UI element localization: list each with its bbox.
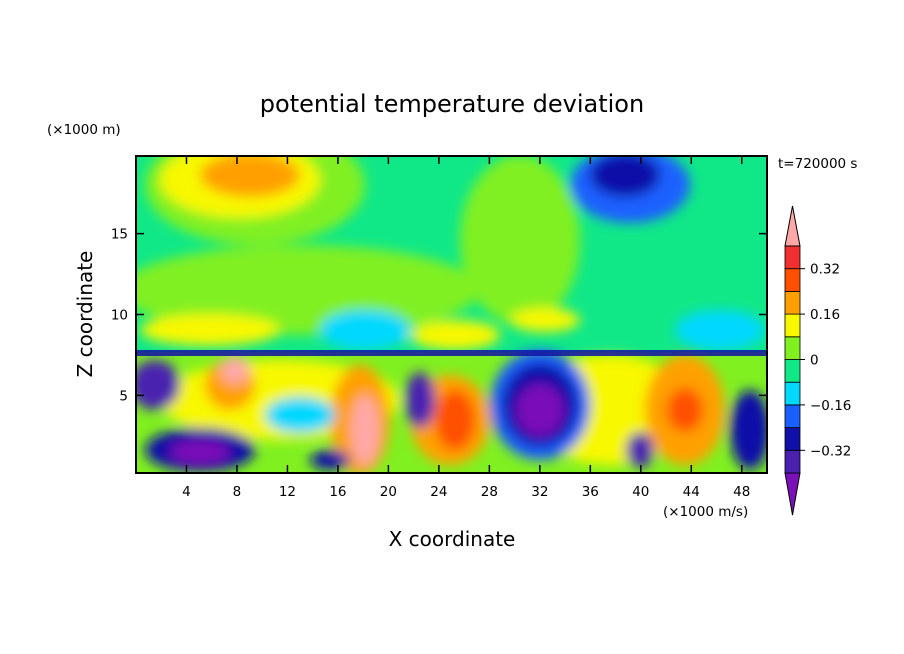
x-units-label: (×1000 m/s) <box>663 504 748 520</box>
colorbar-tick-label: 0 <box>810 353 819 369</box>
colorbar-segment <box>784 313 801 338</box>
colorbar-extend-high <box>784 205 801 247</box>
warm-anomaly-upper-left-peak <box>200 156 300 197</box>
x-tick-label: 16 <box>329 484 346 500</box>
x-tick-label: 32 <box>531 484 548 500</box>
mid-yellow-patch-1 <box>140 314 280 346</box>
y-tick-label: 10 <box>111 308 128 324</box>
cold-core-left-3 <box>136 360 180 410</box>
mid-cyan-patch-1 <box>320 310 410 350</box>
upper-field <box>136 156 765 350</box>
lower-red-2 <box>435 390 475 450</box>
colorbar-segment <box>784 268 801 292</box>
x-tick-label: 48 <box>733 484 750 500</box>
cold-patch-right-2 <box>626 432 654 468</box>
lower-pink-1 <box>351 395 379 465</box>
colorbar-tick-label: 0.16 <box>810 307 840 323</box>
colorbar-segment <box>784 449 801 474</box>
warm-patch-left-2 <box>221 356 249 384</box>
y-tick-label: 15 <box>111 227 128 243</box>
cold-core-left-2 <box>170 440 230 464</box>
mid-yellow-patch-2 <box>410 320 500 350</box>
cold-core-center-3 <box>516 384 564 436</box>
x-tick-label: 36 <box>582 484 599 500</box>
x-tick-label: 8 <box>233 484 242 500</box>
cold-anomaly-upper-right-core <box>590 156 660 197</box>
upper-green-band <box>136 245 480 335</box>
colorbar: 0.32 0.16 0 −0.16 −0.32 <box>784 205 851 516</box>
mid-yellow-patch-3 <box>510 308 580 332</box>
plot-area <box>136 156 767 473</box>
cold-patch-left-low <box>310 450 350 470</box>
colorbar-segment <box>784 336 801 360</box>
x-tick-label: 24 <box>430 484 447 500</box>
cold-patch-right <box>730 390 767 470</box>
colorbar-segment <box>784 290 801 315</box>
x-tick-label: 20 <box>380 484 397 500</box>
interface-band <box>136 350 767 356</box>
colorbar-tick-label: −0.16 <box>810 398 851 414</box>
y-tick-label: 5 <box>119 388 128 404</box>
x-tick-label: 28 <box>481 484 498 500</box>
x-tick-label: 4 <box>182 484 191 500</box>
x-tick-label: 12 <box>279 484 296 500</box>
lower-cyan-1 <box>265 397 335 433</box>
lower-red-1 <box>667 388 703 432</box>
cold-patch-mid <box>405 372 435 428</box>
colorbar-tick-label: 0.32 <box>810 262 840 278</box>
colorbar-segment <box>784 427 801 451</box>
x-axis-title: X coordinate <box>389 527 516 551</box>
y-axis-title: Z coordinate <box>73 251 97 378</box>
x-tick-label: 44 <box>683 484 700 500</box>
colorbar-segment <box>784 245 801 270</box>
mid-cyan-patch-2 <box>675 310 765 350</box>
y-axis-ticks: 5 10 15 <box>111 227 767 404</box>
colorbar-tick-label: −0.32 <box>810 443 851 459</box>
colorbar-segment <box>784 381 801 406</box>
x-axis-ticks: 4 8 12 16 20 24 28 32 36 40 44 48 <box>182 156 750 500</box>
lower-field <box>136 350 767 473</box>
colorbar-extend-low <box>784 472 801 516</box>
colorbar-segment <box>784 404 801 428</box>
chart-title: potential temperature deviation <box>260 90 644 118</box>
time-label: t=720000 s <box>778 156 857 172</box>
colorbar-segment <box>784 359 801 383</box>
y-units-label: (×1000 m) <box>47 122 121 138</box>
upper-green-band-2 <box>460 156 580 325</box>
x-tick-label: 40 <box>632 484 649 500</box>
